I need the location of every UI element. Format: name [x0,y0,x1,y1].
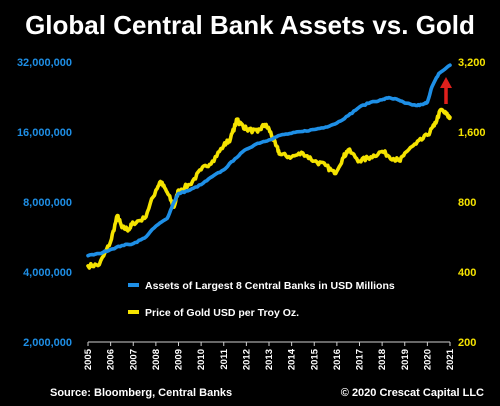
right-tick-label: 400 [458,267,476,279]
left-tick-label: 2,000,000 [23,337,72,349]
x-tick-label: 2018 [377,349,388,370]
x-tick-label: 2019 [400,349,411,370]
x-tick-label: 2012 [241,349,252,370]
x-tick-label: 2010 [196,349,207,370]
series-lines [86,63,452,270]
left-tick-label: 16,000,000 [17,127,72,139]
x-axis: 2005 2006 2007 2008 2009 2010 2011 2012 2013 2014… [83,341,456,370]
assets-line [86,63,452,258]
legend-label: Assets of Largest 8 Central Banks in USD… [145,280,395,292]
legend-label: Price of Gold USD per Troy Oz. [145,307,299,319]
x-tick-label: 2006 [106,349,117,370]
red-arrow-annotation [440,77,452,104]
x-tick-label: 2014 [287,348,298,370]
left-tick-label: 8,000,000 [23,197,72,209]
x-tick-label: 2005 [83,348,94,370]
right-axis-labels: 3,200 1,600 800 400 200 [458,57,486,349]
left-axis-labels: 32,000,000 16,000,000 8,000,000 4,000,000 2,… [17,57,72,349]
copyright-text: © 2020 Crescat Capital LLC [341,387,484,399]
right-tick-label: 3,200 [458,57,486,69]
x-tick-label: 2011 [219,348,230,369]
x-tick-label: 2016 [332,349,343,370]
x-tick-label: 2008 [151,349,162,370]
source-text: Source: Bloomberg, Central Banks [50,387,232,399]
arrow-head [440,77,452,88]
x-tick-label: 2013 [264,349,275,370]
x-tick-label: 2020 [422,349,433,370]
x-tick-label: 2009 [174,349,185,370]
x-tick-label: 2007 [128,349,139,370]
right-tick-label: 200 [458,337,476,349]
right-tick-label: 800 [458,197,476,209]
legend: Assets of Largest 8 Central Banks in USD… [128,280,395,319]
x-tick-label: 2021 [445,348,456,370]
x-tick-label: 2017 [355,349,366,370]
x-tick-label: 2015 [309,348,320,370]
left-tick-label: 32,000,000 [17,57,72,69]
left-tick-label: 4,000,000 [23,267,72,279]
chart-title: Global Central Bank Assets vs. Gold [25,10,475,40]
gold-line [86,107,452,270]
right-tick-label: 1,600 [458,127,486,139]
